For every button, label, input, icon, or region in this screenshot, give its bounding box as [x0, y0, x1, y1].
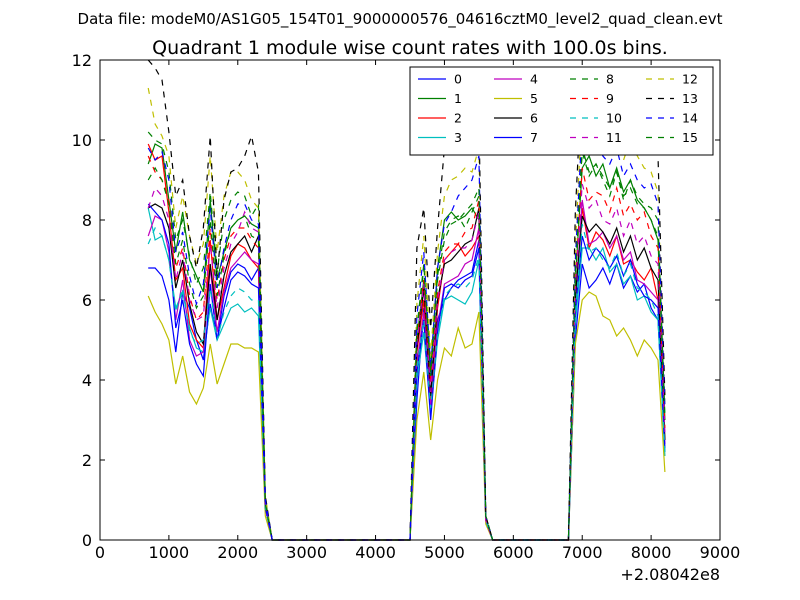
x-tick-label: 9000	[700, 543, 741, 562]
x-offset-label: +2.08042e8	[620, 565, 720, 584]
legend-label-12: 12	[682, 72, 698, 87]
legend-label-2: 2	[454, 111, 462, 126]
series-line-14	[147, 123, 666, 541]
legend-label-13: 13	[682, 91, 698, 106]
legend-label-15: 15	[682, 130, 698, 145]
axis-ticks: 0 1000 2000 3000 4000 5000 6000 7000 8000 9000 0 2 4…	[72, 51, 741, 562]
x-tick-label: 8000	[631, 543, 672, 562]
y-tick-label: 10	[72, 131, 92, 150]
x-tick-label: 3000	[286, 543, 327, 562]
legend-label-0: 0	[454, 72, 462, 87]
legend-box	[409, 66, 714, 156]
series-line-7	[147, 203, 666, 541]
legend-label-3: 3	[454, 130, 462, 145]
legend-label-4: 4	[530, 72, 538, 87]
y-tick-label: 12	[72, 51, 92, 70]
x-tick-label: 4000	[355, 543, 396, 562]
legend-label-14: 14	[682, 111, 698, 126]
series-line-9	[147, 155, 666, 541]
legend-label-9: 9	[606, 91, 614, 106]
legend-label-5: 5	[530, 91, 538, 106]
chart-title: Quadrant 1 module wise count rates with …	[152, 37, 668, 59]
legend-label-1: 1	[454, 91, 462, 106]
x-tick-label: 1000	[149, 543, 190, 562]
y-tick-label: 6	[82, 291, 92, 310]
legend-label-10: 10	[606, 111, 622, 126]
x-tick-label: 5000	[424, 543, 465, 562]
y-tick-label: 2	[82, 451, 92, 470]
series-line-15	[147, 147, 666, 541]
x-tick-label: 2000	[217, 543, 258, 562]
series-line-8	[147, 131, 666, 541]
legend-label-11: 11	[606, 130, 622, 145]
series-line-6	[147, 203, 666, 541]
y-tick-label: 0	[82, 531, 92, 550]
legend-label-6: 6	[530, 111, 538, 126]
series-line-5	[147, 291, 666, 541]
series-line-11	[147, 183, 666, 541]
y-tick-label: 8	[82, 211, 92, 230]
y-tick-label: 4	[82, 371, 92, 390]
file-title: Data file: modeM0/AS1G05_154T01_90000005…	[78, 10, 723, 29]
series-line-10	[147, 223, 666, 541]
legend-label-8: 8	[606, 72, 614, 87]
x-tick-label: 6000	[493, 543, 534, 562]
x-tick-label: 7000	[562, 543, 603, 562]
legend-label-7: 7	[530, 130, 538, 145]
x-tick-label: 0	[95, 543, 105, 562]
